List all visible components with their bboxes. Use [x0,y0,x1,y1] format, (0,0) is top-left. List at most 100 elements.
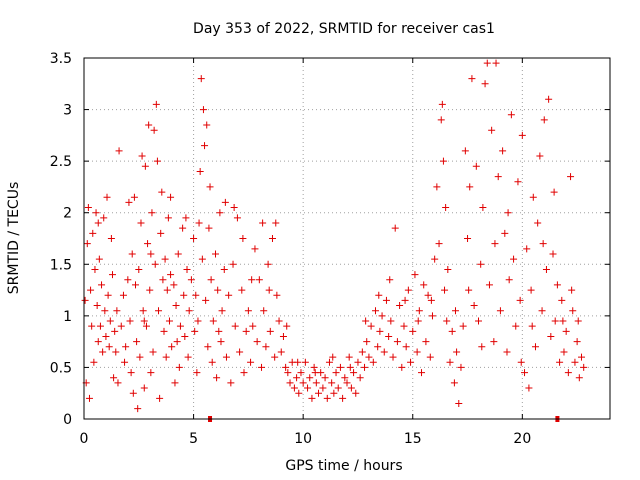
data-point [545,95,553,103]
data-point [304,384,312,392]
data-point [182,214,190,222]
data-point [221,198,229,206]
data-point [138,152,146,160]
data-point [499,147,507,155]
data-point [185,307,193,315]
data-point [420,281,428,289]
data-point [204,343,212,351]
data-point [346,363,354,371]
data-point [578,353,586,361]
data-point [273,291,281,299]
data-point [437,116,445,124]
data-point [311,369,319,377]
data-point [472,162,480,170]
data-point [172,302,180,310]
data-point [122,343,130,351]
x-tick-label: 10 [294,431,312,447]
data-point [347,384,355,392]
data-point [212,250,219,258]
data-point [525,384,533,392]
data-point [428,312,436,320]
data-point [312,379,320,387]
data-point [156,394,164,402]
data-point [164,214,172,222]
data-point [112,348,120,356]
data-point [358,348,366,356]
data-point [87,286,95,294]
data-point [308,394,316,402]
data-point [180,291,188,299]
data-point [334,384,342,392]
data-point [89,229,97,237]
data-point [367,322,375,330]
data-point [217,338,225,346]
data-point [160,327,168,335]
data-point [328,379,336,387]
data-point [562,327,570,335]
data-point [448,327,456,335]
data-point [239,235,247,242]
data-point [491,240,499,248]
data-point [290,384,298,392]
data-point [404,286,412,294]
data-point [385,332,393,340]
data-point [361,363,369,371]
data-point [266,327,274,335]
data-point [528,322,536,330]
data-point [110,374,118,382]
data-point [230,204,238,212]
y-tick-label: 1 [63,309,72,325]
data-point [167,193,175,201]
data-point [277,348,285,356]
data-point [242,327,250,335]
data-point [132,281,140,289]
data-point [113,307,121,315]
data-point [119,291,127,299]
data-point [553,281,561,289]
data-point [286,379,294,387]
data-point [283,322,291,330]
data-point [229,260,237,268]
data-point [401,296,409,304]
data-point [453,348,461,356]
data-point [179,224,187,232]
data-point [345,353,353,361]
data-point [134,405,142,413]
data-point [144,240,152,248]
data-point [391,224,399,232]
y-tick-label: 3 [63,103,72,119]
data-point [479,204,487,212]
data-point [539,240,547,248]
data-point [568,286,576,294]
data-point [207,276,215,284]
data-point [492,59,500,67]
data-point [93,302,101,310]
data-point [174,250,182,258]
grid-lines [84,58,610,419]
data-point [128,250,136,258]
data-point [521,369,529,377]
data-point [389,353,397,361]
data-point [450,379,458,387]
data-point [371,307,379,315]
data-point [575,374,583,382]
data-point [529,193,537,201]
data-point [504,209,512,217]
data-point [220,265,228,273]
data-point [382,296,390,304]
data-point [262,343,270,351]
data-point [214,286,222,294]
data-point [558,296,566,304]
data-point [477,260,485,268]
data-point [426,353,434,361]
data-point [167,271,175,279]
data-point [465,286,473,294]
data-point [181,332,189,340]
data-point [297,369,305,377]
data-point [446,358,454,366]
data-point [206,183,214,191]
data-point [83,240,91,248]
data-points [81,59,588,413]
data-point [398,363,406,371]
data-point [161,255,169,263]
